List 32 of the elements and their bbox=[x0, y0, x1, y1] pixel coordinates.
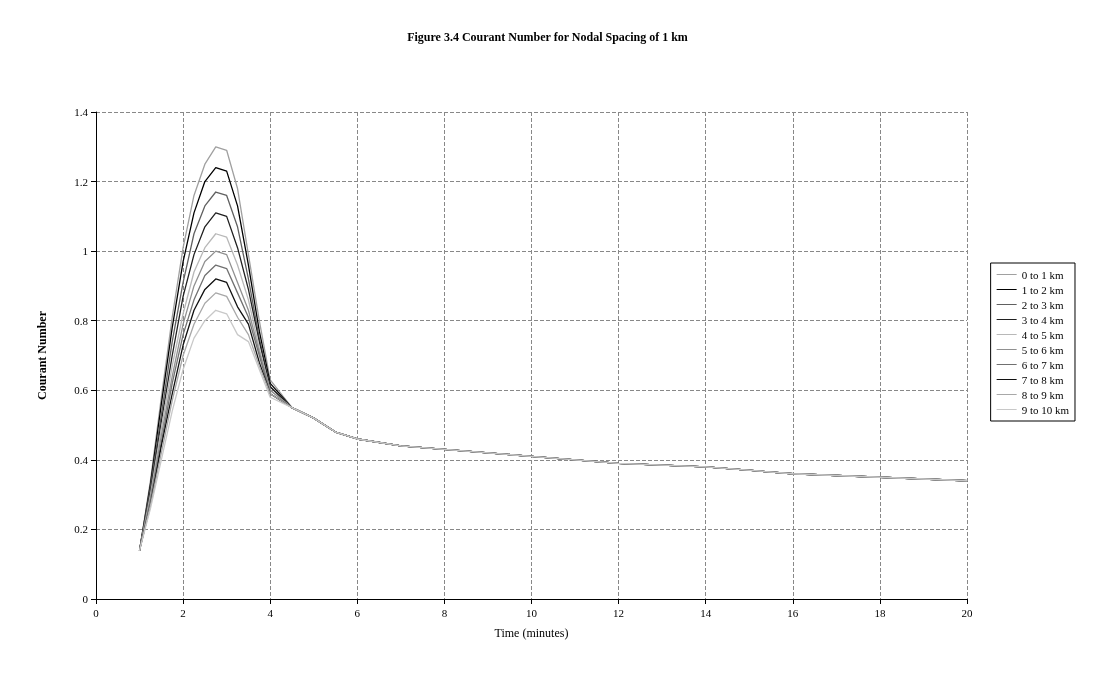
legend-label: 7 to 8 km bbox=[1021, 373, 1064, 386]
legend-label: 3 to 4 km bbox=[1021, 313, 1064, 326]
y-tick-label: 1.2 bbox=[74, 175, 88, 188]
legend-label: 5 to 6 km bbox=[1021, 343, 1064, 356]
x-tick-label: 12 bbox=[613, 606, 625, 619]
y-tick-label: 0.2 bbox=[74, 523, 88, 536]
x-tick-label: 20 bbox=[961, 606, 973, 619]
x-tick-label: 6 bbox=[354, 606, 361, 619]
legend-label: 4 to 5 km bbox=[1021, 328, 1064, 341]
y-tick-label: 0.6 bbox=[74, 384, 89, 397]
x-tick-label: 4 bbox=[267, 606, 274, 619]
x-tick-label: 14 bbox=[700, 606, 712, 619]
y-tick-label: 0.4 bbox=[74, 453, 89, 466]
legend-label: 2 to 3 km bbox=[1021, 298, 1064, 311]
legend-label: 6 to 7 km bbox=[1021, 358, 1064, 371]
x-tick-label: 8 bbox=[441, 606, 448, 619]
y-tick-label: 0 bbox=[82, 593, 89, 605]
y-axis-title: Courant Number bbox=[35, 310, 49, 400]
legend-label: 1 to 2 km bbox=[1021, 283, 1064, 296]
x-tick-label: 0 bbox=[93, 606, 100, 619]
legend-label: 0 to 1 km bbox=[1021, 268, 1064, 281]
y-tick-label: 0.8 bbox=[74, 314, 89, 327]
x-tick-label: 2 bbox=[180, 606, 186, 619]
legend-label: 9 to 10 km bbox=[1021, 403, 1070, 416]
y-tick-label: 1 bbox=[82, 245, 88, 258]
chart-title: Figure 3.4 Courant Number for Nodal Spacing of 1 km bbox=[407, 30, 688, 44]
legend-label: 8 to 9 km bbox=[1021, 388, 1064, 401]
x-tick-label: 10 bbox=[526, 606, 538, 619]
x-tick-label: 16 bbox=[787, 606, 799, 619]
x-axis-title: Time (minutes) bbox=[494, 626, 569, 640]
x-tick-label: 18 bbox=[874, 606, 886, 619]
y-tick-label: 1.4 bbox=[74, 106, 89, 118]
